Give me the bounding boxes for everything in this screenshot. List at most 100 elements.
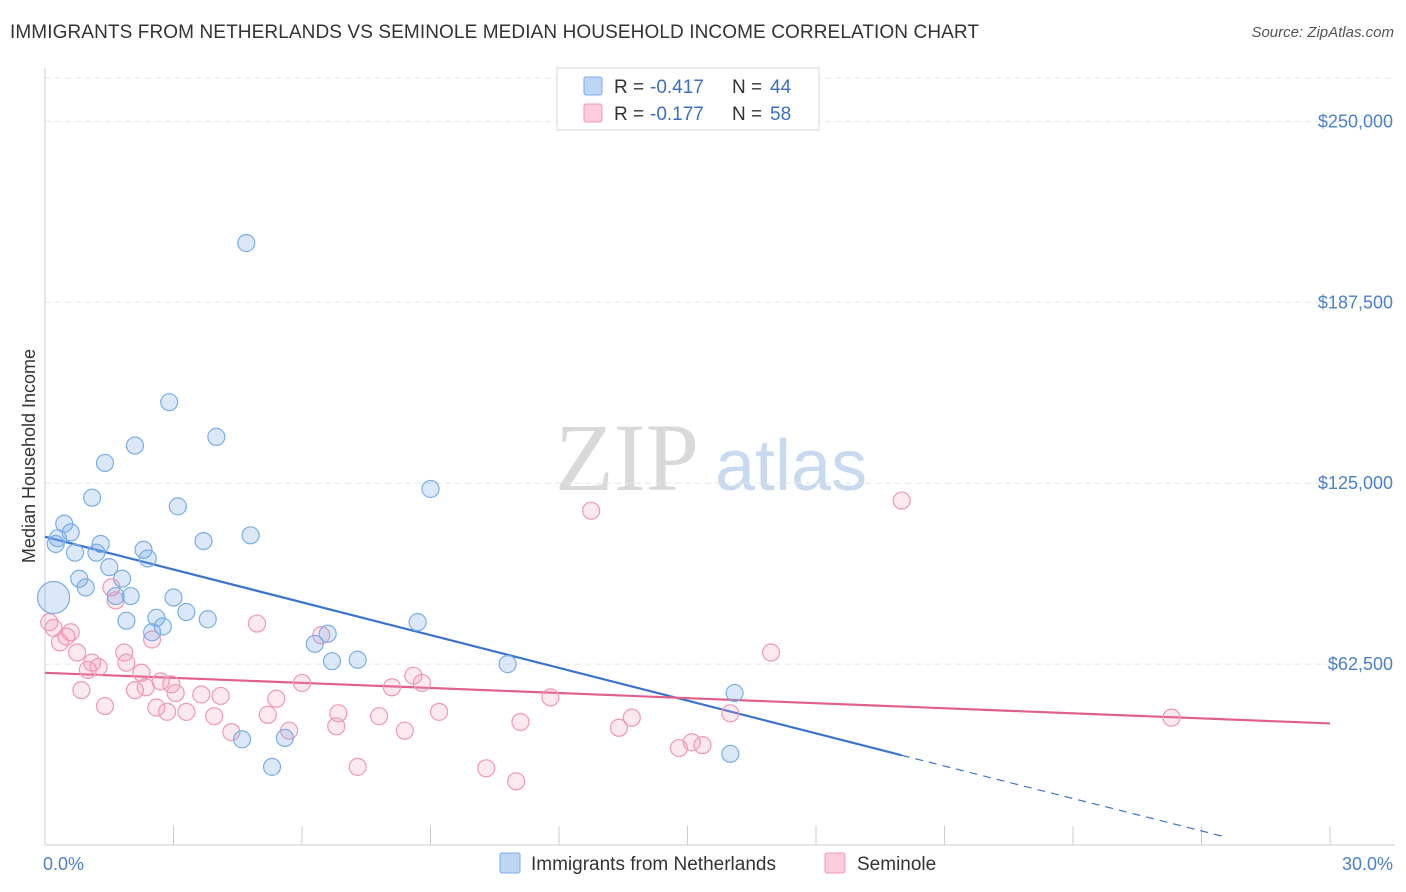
- seminole-point: [721, 704, 740, 723]
- netherlands-point: [408, 613, 427, 632]
- legend-r-label-1: R =: [614, 77, 644, 98]
- watermark-zip: ZIP: [555, 404, 699, 511]
- seminole-point: [125, 681, 145, 700]
- seminole-point: [205, 707, 224, 726]
- source-label: Source: ZipAtlas.com: [1251, 24, 1394, 41]
- seminole-point: [267, 689, 286, 708]
- seminole-point: [622, 708, 641, 727]
- seminole-point: [211, 686, 230, 706]
- netherlands-point: [498, 655, 517, 674]
- netherlands-point: [160, 393, 179, 412]
- legend-n-label-1: N =: [732, 77, 762, 98]
- netherlands-point: [237, 233, 256, 253]
- x-tick-label: 30.0%: [1342, 854, 1393, 874]
- seminole-point: [507, 772, 526, 791]
- netherlands-point: [134, 540, 153, 559]
- seminole-point: [162, 675, 181, 694]
- seminole-point: [892, 491, 911, 510]
- netherlands-point: [65, 543, 85, 562]
- seminole-point: [142, 630, 162, 649]
- netherlands-point: [168, 497, 187, 516]
- bottom-legend-label-seminole: Seminole: [857, 854, 936, 875]
- seminole-point: [222, 723, 241, 742]
- watermark-atlas: atlas: [715, 426, 867, 506]
- seminole-point: [1162, 708, 1181, 727]
- seminole-point: [292, 673, 312, 693]
- legend-swatch-seminole: [583, 103, 603, 123]
- bottom-legend-label-netherlands: Immigrants from Netherlands: [531, 854, 776, 875]
- axes: [44, 68, 1395, 846]
- y-axis-label: Median Household Income: [19, 349, 39, 563]
- seminole-point: [61, 623, 80, 642]
- bottom-legend-swatch-netherlands: [499, 852, 521, 874]
- netherlands-point: [125, 436, 145, 455]
- netherlands-trend-extension: [901, 754, 1224, 837]
- netherlands-trend-line: [44, 535, 902, 757]
- seminole-point: [582, 501, 601, 520]
- correlation-legend: R = -0.417 N = 44 R = -0.177 N = 58: [556, 67, 820, 131]
- x-tick-label: 0.0%: [43, 854, 84, 874]
- x-tick-labels: 0.0% 30.0%: [43, 854, 1393, 874]
- y-tick-label: $250,000: [1318, 111, 1393, 131]
- netherlands-point: [112, 569, 132, 588]
- seminole-point: [609, 718, 629, 737]
- netherlands-point: [83, 488, 102, 507]
- netherlands-point: [194, 531, 213, 551]
- seminole-point: [247, 614, 267, 633]
- netherlands-point: [153, 617, 172, 636]
- netherlands-point: [76, 578, 95, 597]
- trend-lines: [44, 535, 1331, 837]
- seminole-point: [147, 698, 166, 717]
- y-tick-label: $62,500: [1328, 654, 1393, 674]
- seminole-point: [348, 757, 367, 776]
- seminole-point: [395, 721, 414, 740]
- netherlands-point: [36, 580, 71, 615]
- seminole-point: [258, 705, 277, 724]
- seminole-point: [761, 643, 781, 662]
- y-tick-label: $125,000: [1318, 473, 1393, 493]
- netherlands-point: [421, 479, 440, 499]
- legend-swatch-netherlands: [583, 76, 603, 96]
- netherlands-point: [262, 757, 282, 776]
- seminole-point: [106, 591, 125, 610]
- seminole-point: [682, 733, 701, 752]
- netherlands-point: [232, 730, 252, 749]
- netherlands-point: [106, 586, 125, 606]
- netherlands-point: [275, 728, 294, 748]
- netherlands-point: [725, 683, 744, 703]
- netherlands-point: [95, 453, 115, 473]
- seminole-point: [132, 663, 151, 682]
- seminole-trend-line: [44, 671, 1331, 725]
- netherlands-point: [207, 427, 226, 446]
- netherlands-point: [198, 610, 217, 629]
- seminole-point: [192, 685, 211, 704]
- legend-r-value-2: -0.177: [650, 104, 704, 125]
- seminole-point: [511, 712, 530, 732]
- seminole-point: [166, 683, 185, 703]
- chart-title: IMMIGRANTS FROM NETHERLANDS VS SEMINOLE …: [10, 22, 980, 43]
- netherlands-point: [348, 650, 367, 669]
- netherlands-point: [318, 624, 337, 643]
- netherlands-point: [138, 549, 157, 568]
- y-tick-label: $187,500: [1318, 292, 1393, 312]
- seminole-point: [477, 759, 496, 778]
- seminole-point: [541, 688, 560, 707]
- gridlines: [45, 77, 1395, 665]
- seminole-point: [329, 704, 348, 723]
- seminole-point: [117, 653, 136, 672]
- netherlands-point: [305, 634, 324, 653]
- seminole-point: [429, 702, 449, 721]
- legend-r-value-1: -0.417: [650, 77, 704, 98]
- legend-n-value-2: 58: [770, 104, 791, 125]
- netherlands-point: [87, 543, 106, 562]
- netherlands-point: [61, 523, 80, 542]
- netherlands-point: [100, 558, 119, 577]
- netherlands-point: [117, 611, 136, 630]
- seminole-point: [68, 643, 87, 662]
- seminole-point: [151, 672, 170, 691]
- seminole-point: [412, 673, 432, 693]
- seminole-point: [177, 702, 196, 721]
- netherlands-point: [164, 588, 183, 607]
- data-points: [36, 233, 1181, 791]
